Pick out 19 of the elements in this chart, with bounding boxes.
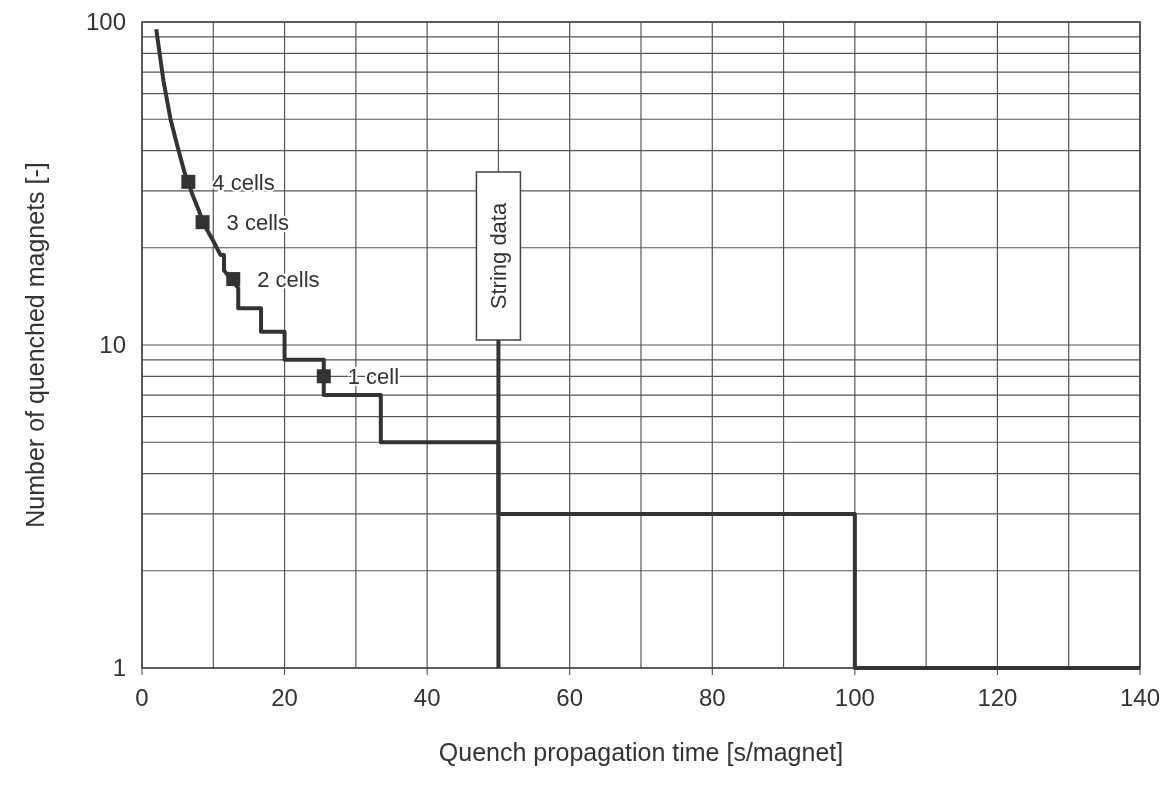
y-tick-label: 100: [85, 8, 126, 35]
x-tick-label: 80: [698, 684, 726, 711]
y-tick-label: 10: [99, 331, 126, 358]
x-tick-label: 20: [271, 684, 298, 711]
line-series: [154, 27, 1142, 670]
y-axis-title: Number of quenched magnets [-]: [21, 162, 49, 528]
x-tick-label: 60: [556, 684, 584, 711]
x-tick-label: 100: [834, 684, 875, 711]
x-tick-label: 40: [413, 684, 441, 711]
point: [316, 369, 331, 384]
point: [195, 215, 210, 230]
ref-line-label: String data: [486, 202, 512, 310]
point: [226, 272, 241, 287]
x-tick-label: 120: [977, 684, 1018, 711]
x-tick-label: 0: [135, 684, 149, 711]
x-axis-title: Quench propagation time [s/magnet]: [438, 738, 844, 766]
y-tick-label: 1: [112, 654, 126, 681]
x-tick-label: 140: [1119, 684, 1161, 711]
point: [181, 174, 196, 189]
